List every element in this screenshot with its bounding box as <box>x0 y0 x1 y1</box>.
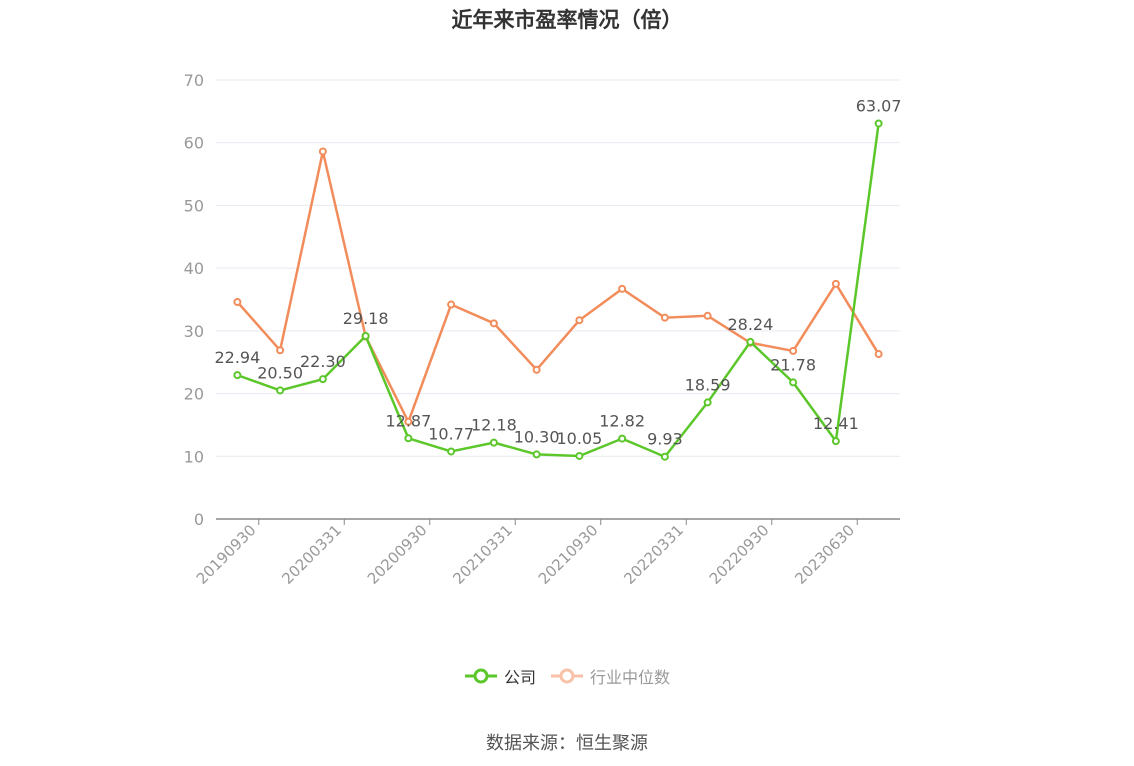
y-tick-label: 40 <box>184 259 204 278</box>
series-point <box>489 319 498 328</box>
series-point <box>575 316 584 325</box>
x-tick-label: 20200930 <box>364 521 431 588</box>
series-point <box>532 450 541 459</box>
legend: 公司 行业中位数 <box>0 664 1134 688</box>
legend-industry-label: 行业中位数 <box>590 668 671 687</box>
series-line <box>236 150 880 424</box>
series-point <box>318 375 327 384</box>
x-tick-label: 20230630 <box>791 521 858 588</box>
data-label: 22.94 <box>214 348 260 367</box>
data-label: 20.50 <box>257 363 303 382</box>
series-point <box>447 447 456 456</box>
series-point <box>660 452 669 461</box>
series-point <box>660 313 669 322</box>
x-tick-label: 20210930 <box>535 521 602 588</box>
grid-lines <box>216 79 900 457</box>
legend-company-label: 公司 <box>503 668 536 687</box>
data-label: 63.07 <box>856 96 902 115</box>
series-point <box>703 398 712 407</box>
data-label: 9.93 <box>647 430 683 449</box>
x-tick-label: 20210331 <box>449 521 516 588</box>
series-point <box>789 378 798 387</box>
series-point <box>233 298 242 307</box>
x-tick-label: 20200331 <box>278 521 345 588</box>
series-point <box>746 337 755 346</box>
data-label: 10.30 <box>514 427 560 446</box>
data-label: 18.59 <box>685 375 731 394</box>
data-label: 10.77 <box>428 424 474 443</box>
data-label: 12.87 <box>385 411 431 430</box>
data-label: 12.41 <box>813 414 859 433</box>
data-label: 10.05 <box>556 429 602 448</box>
series-line <box>236 123 880 458</box>
legend-item-company[interactable]: 公司 <box>464 664 536 688</box>
series-point <box>447 300 456 309</box>
legend-industry-swatch-icon <box>551 668 583 684</box>
data-label: 12.82 <box>599 412 645 431</box>
series-point <box>361 331 370 340</box>
y-tick-label: 30 <box>184 322 204 341</box>
series-point <box>404 434 413 443</box>
x-tick-label: 20220930 <box>706 521 773 588</box>
x-tick-label: 20220331 <box>620 521 687 588</box>
y-tick-label: 50 <box>184 196 204 215</box>
y-tick-label: 60 <box>184 134 204 153</box>
series-point <box>874 350 883 359</box>
series-point <box>831 437 840 446</box>
series-point <box>575 451 584 460</box>
series-point <box>233 371 242 380</box>
source-note: 数据来源：恒生聚源 <box>486 733 648 754</box>
series-point <box>532 365 541 374</box>
y-tick-label: 70 <box>184 71 204 90</box>
series-point <box>404 417 413 426</box>
series-point <box>276 386 285 395</box>
series-point <box>874 119 883 128</box>
data-label: 29.18 <box>343 309 389 328</box>
y-tick-label: 0 <box>194 510 204 529</box>
y-tick-label: 10 <box>184 447 204 466</box>
series-point <box>276 346 285 355</box>
data-label: 12.18 <box>471 416 517 435</box>
chart-title: 近年来市盈率情况（倍） <box>451 8 683 32</box>
series-point <box>703 311 712 320</box>
series-point <box>489 438 498 447</box>
x-tick-label: 20190930 <box>193 521 260 588</box>
data-label: 22.30 <box>300 352 346 371</box>
legend-item-industry[interactable]: 行业中位数 <box>550 664 670 688</box>
legend-company-swatch-icon <box>464 668 497 684</box>
axes: 0 10 20 30 40 50 60 70 20190930 20200331 20200930 2… <box>184 71 900 588</box>
series-point <box>618 434 627 443</box>
series-point <box>831 279 840 288</box>
data-label: 21.78 <box>770 355 816 374</box>
series-point <box>618 284 627 293</box>
series <box>233 119 883 461</box>
series-point <box>789 346 798 355</box>
data-label: 28.24 <box>727 315 773 334</box>
series-point <box>318 147 327 156</box>
y-tick-label: 20 <box>184 385 204 404</box>
